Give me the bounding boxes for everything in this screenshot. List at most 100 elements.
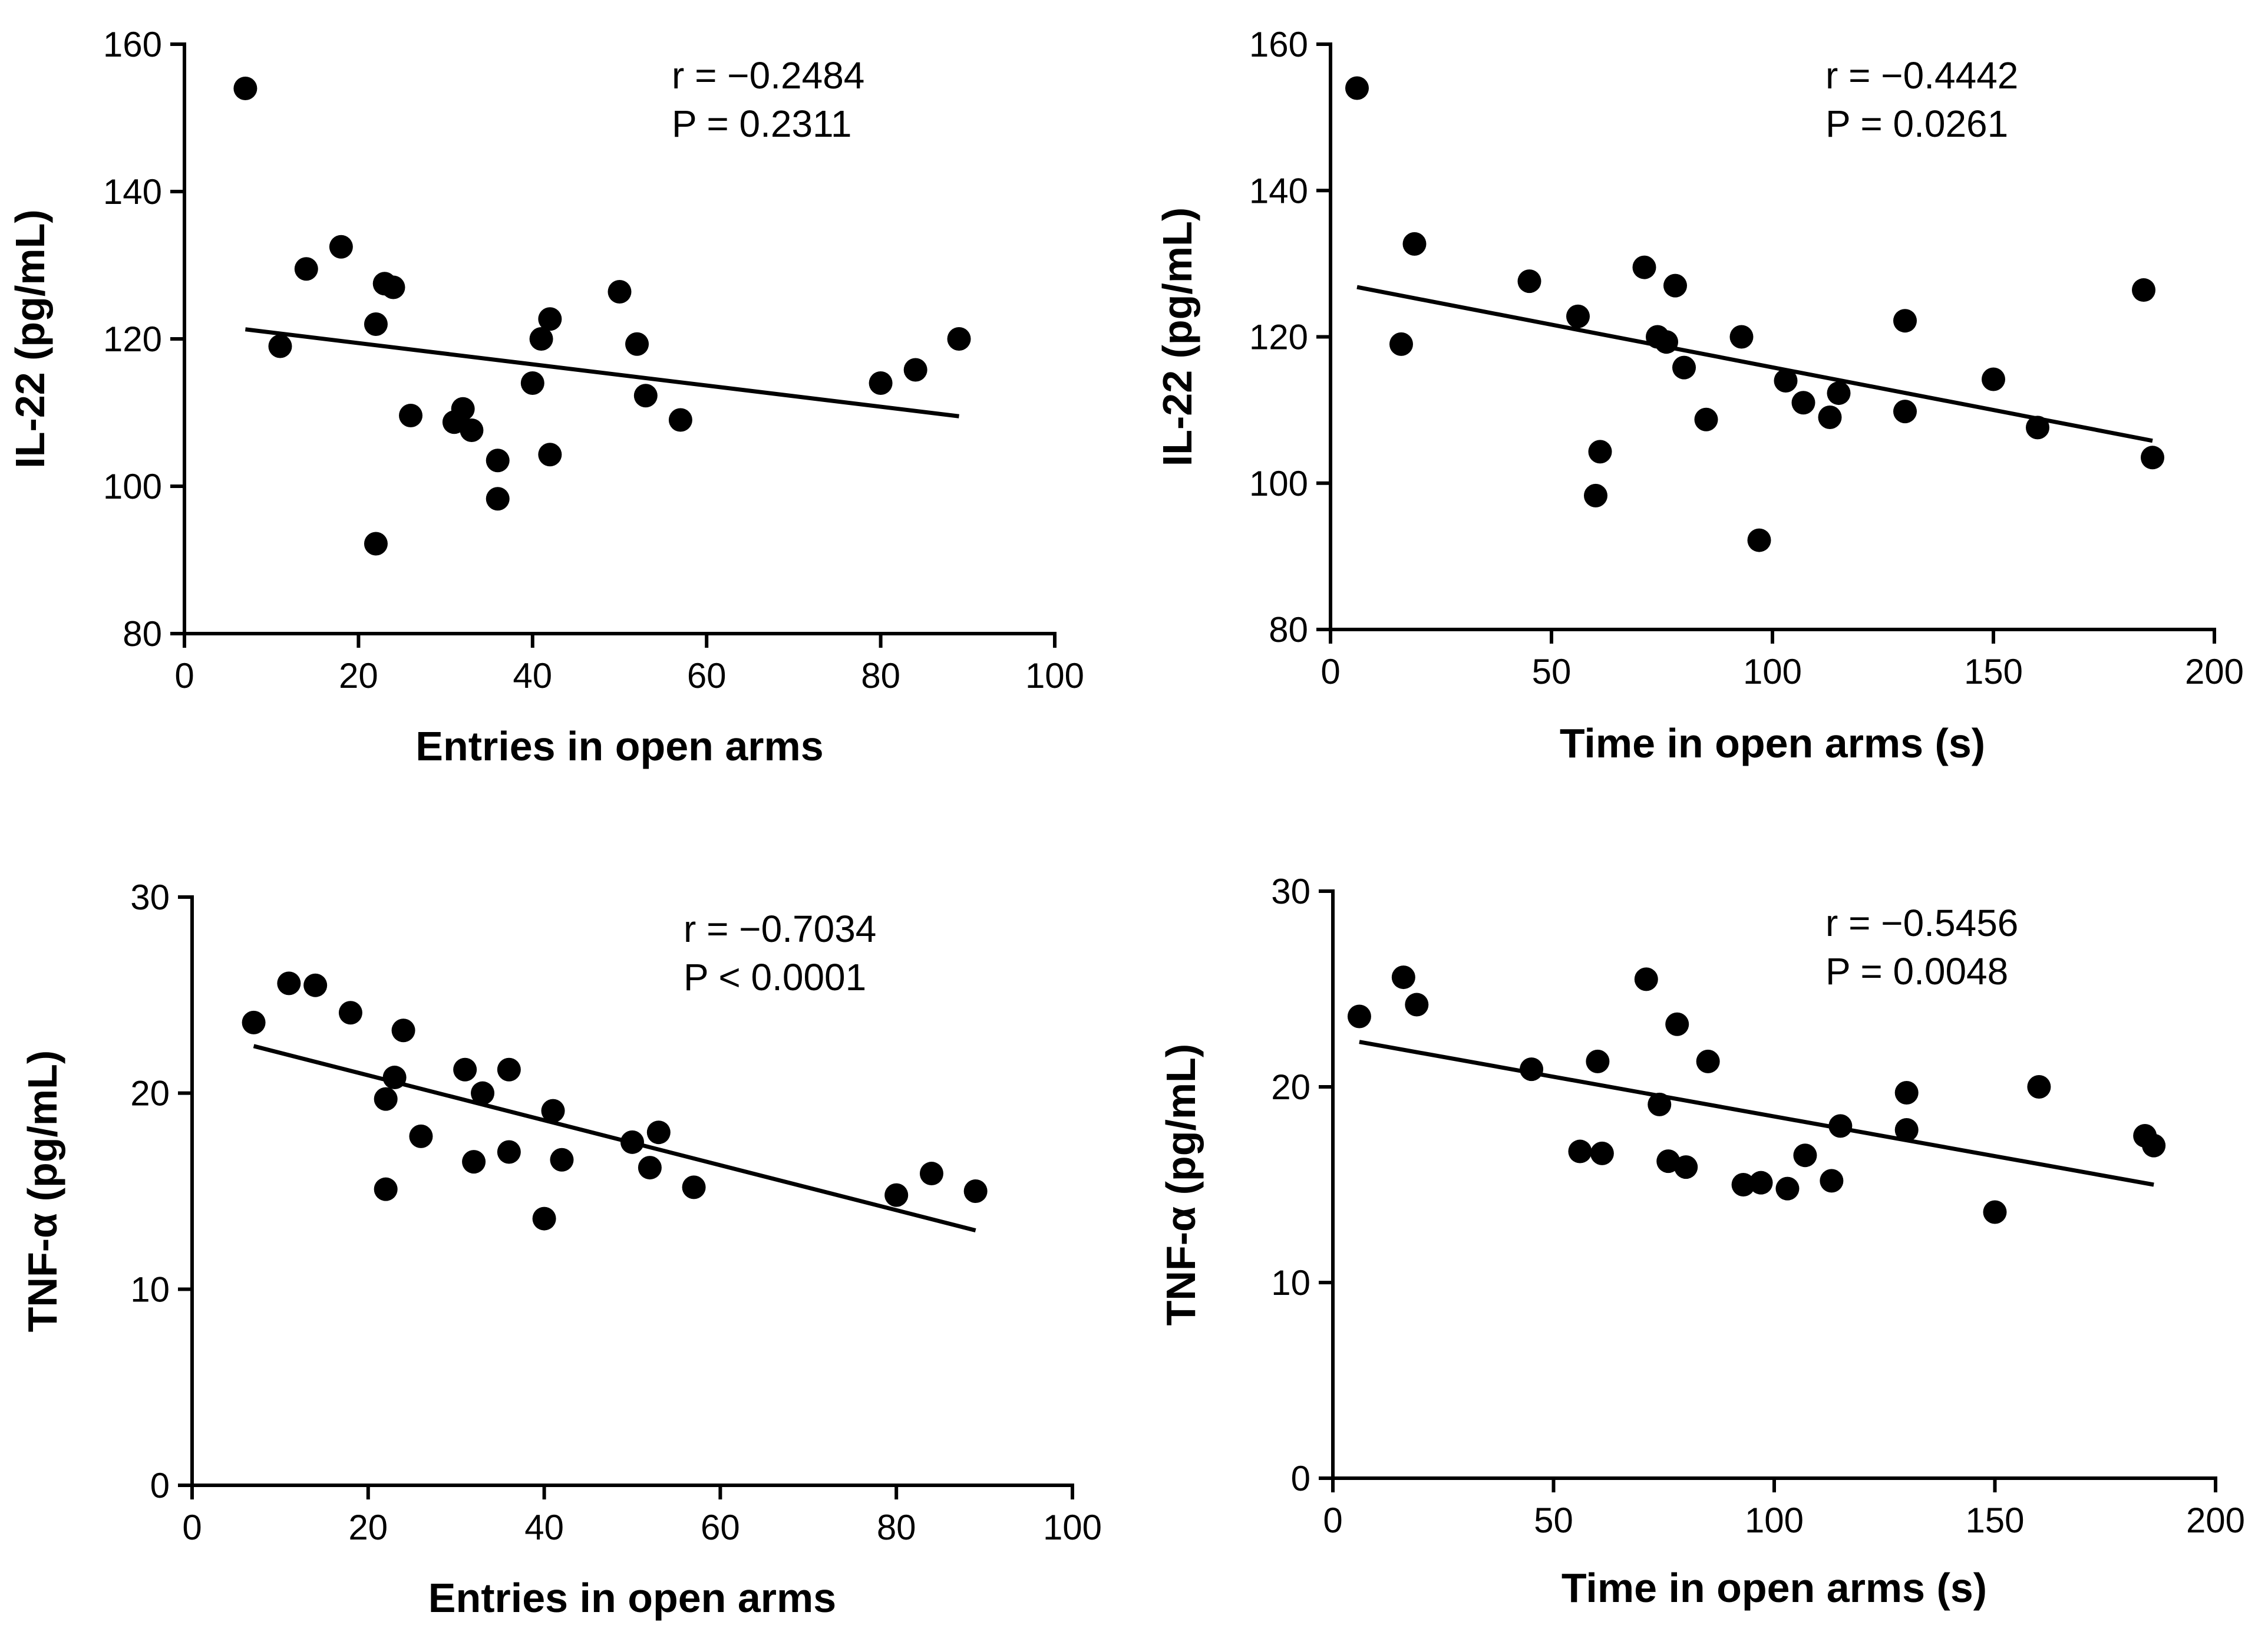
chart1-data-point	[1982, 367, 2005, 391]
chart1-data-point	[1893, 309, 1917, 333]
chart1-y-tick-label: 80	[1269, 610, 1308, 650]
chart0-data-point	[451, 397, 475, 421]
chart0-y-tick-label: 140	[103, 172, 162, 212]
chart2-data-point	[374, 1087, 398, 1111]
chart3-x-tick-label: 0	[1323, 1501, 1342, 1540]
chart1-x-tick-label: 200	[2185, 652, 2244, 691]
chart0-p-value: P = 0.2311	[672, 103, 851, 145]
chart3-x-tick-label: 50	[1534, 1501, 1573, 1540]
chart2-data-point	[277, 971, 301, 995]
chart1-data-point	[1663, 273, 1687, 298]
chart3-data-point	[1648, 1092, 1672, 1116]
chart2-data-point	[532, 1207, 556, 1231]
chart0-data-point	[486, 449, 510, 473]
chart2-data-point	[884, 1183, 909, 1207]
chart1-x-tick-label: 0	[1320, 652, 1340, 691]
chart2-data-point	[242, 1010, 266, 1034]
chart1-data-point	[1632, 255, 1656, 279]
chart1-data-point	[1345, 76, 1369, 100]
chart3-data-point	[2142, 1133, 2166, 1158]
chart2-p-value: P < 0.0001	[684, 956, 866, 998]
chart0-data-point	[486, 487, 510, 511]
chart0-x-tick-label: 40	[513, 656, 552, 695]
chart3-data-point	[1820, 1169, 1844, 1193]
chart3-data-point	[1634, 967, 1658, 991]
chart2-data-point	[638, 1156, 662, 1180]
chart2-x-tick-label: 80	[877, 1508, 916, 1547]
chart1-data-point	[1827, 381, 1851, 406]
chart0-data-point	[329, 235, 353, 259]
chart2-data-point	[391, 1018, 415, 1043]
chart0-r-value: r = −0.2484	[672, 54, 864, 97]
chart1-data-point	[1893, 400, 1917, 424]
chart0-data-point	[294, 257, 318, 281]
chart1-data-point	[1818, 406, 1842, 430]
chart0-data-point	[381, 275, 405, 299]
chart3-data-point	[1894, 1080, 1919, 1105]
chart3-data-point	[1983, 1200, 2007, 1224]
chart1-x-axis-title: Time in open arms (s)	[1560, 720, 1985, 766]
chart3-data-point	[1793, 1143, 1817, 1168]
chart2-y-tick-label: 0	[150, 1466, 170, 1505]
chart1-data-point	[2026, 416, 2049, 440]
chart0-data-point	[529, 327, 553, 351]
chart1-data-point	[2141, 446, 2164, 470]
chart2-x-tick-label: 20	[348, 1508, 388, 1547]
chart1-regression-line	[1356, 285, 2153, 443]
chart3-regression-line	[1359, 1040, 2154, 1187]
chart3-x-tick-label: 200	[2186, 1501, 2245, 1540]
chart1-data-point	[1402, 232, 1427, 256]
chart2-y-tick-label: 30	[130, 878, 170, 917]
chart0-data-point	[268, 334, 292, 358]
chart2-x-axis-title: Entries in open arms	[428, 1575, 836, 1621]
chart0-x-tick-label: 80	[861, 656, 900, 695]
chart2-x-tick-label: 0	[182, 1508, 202, 1547]
chart3-p-value: P = 0.0048	[1825, 950, 2008, 993]
chart0-data-point	[869, 371, 893, 395]
chart0-data-point	[520, 371, 544, 395]
chart0-data-point	[538, 443, 562, 467]
chart2-data-point	[497, 1057, 521, 1082]
chart3-y-axis-title: TNF-α (pg/mL)	[1158, 1044, 1204, 1326]
chart3-data-point	[1391, 965, 1415, 990]
chart1-data-point	[1729, 325, 1754, 349]
chart0-y-tick-label: 100	[103, 467, 162, 506]
chart1-data-point	[1588, 440, 1612, 464]
chart0-regression-line	[245, 327, 959, 418]
chart3-y-tick-label: 30	[1271, 872, 1310, 911]
chart2-y-tick-label: 10	[130, 1270, 170, 1309]
chart2-y-axis-title: TNF-α (pg/mL)	[19, 1050, 65, 1332]
chart3-data-point	[1775, 1176, 1800, 1201]
chart0-data-point	[668, 408, 692, 432]
chart3-data-point	[1894, 1118, 1919, 1142]
chart2-data-point	[303, 973, 328, 997]
chart1-p-value: P = 0.0261	[1825, 103, 2008, 145]
chart0-data-point	[608, 280, 632, 304]
chart2-data-point	[646, 1120, 671, 1145]
chart3-x-tick-label: 150	[1965, 1501, 2024, 1540]
chart1-r-value: r = −0.4442	[1825, 54, 2018, 97]
chart2-x-tick-label: 40	[524, 1508, 564, 1547]
chart3-data-point	[1749, 1171, 1773, 1195]
chart0-data-point	[364, 532, 388, 556]
chart1-data-point	[1774, 368, 1798, 393]
chart1-y-tick-label: 140	[1249, 171, 1308, 210]
chart3-data-point	[1586, 1049, 1610, 1073]
chart1-y-tick-label: 120	[1249, 318, 1308, 357]
chart2-data-point	[374, 1177, 398, 1201]
chart3-data-point	[1731, 1173, 1755, 1196]
chart1-y-tick-label: 100	[1249, 464, 1308, 503]
chart1-x-tick-label: 150	[1964, 652, 2023, 691]
chart2-data-point	[541, 1099, 565, 1123]
chart2-data-point	[338, 1001, 362, 1025]
chart3-data-point	[1405, 993, 1429, 1017]
chart0-data-point	[233, 77, 257, 100]
chart1-data-point	[1517, 269, 1541, 294]
chart3-data-point	[1674, 1155, 1698, 1179]
chart1-y-tick-label: 160	[1249, 25, 1308, 64]
chart2-data-point	[550, 1148, 574, 1172]
chart0-y-tick-label: 80	[123, 614, 162, 654]
chart3-y-tick-label: 0	[1291, 1459, 1310, 1498]
chart2-x-tick-label: 100	[1043, 1508, 1102, 1547]
